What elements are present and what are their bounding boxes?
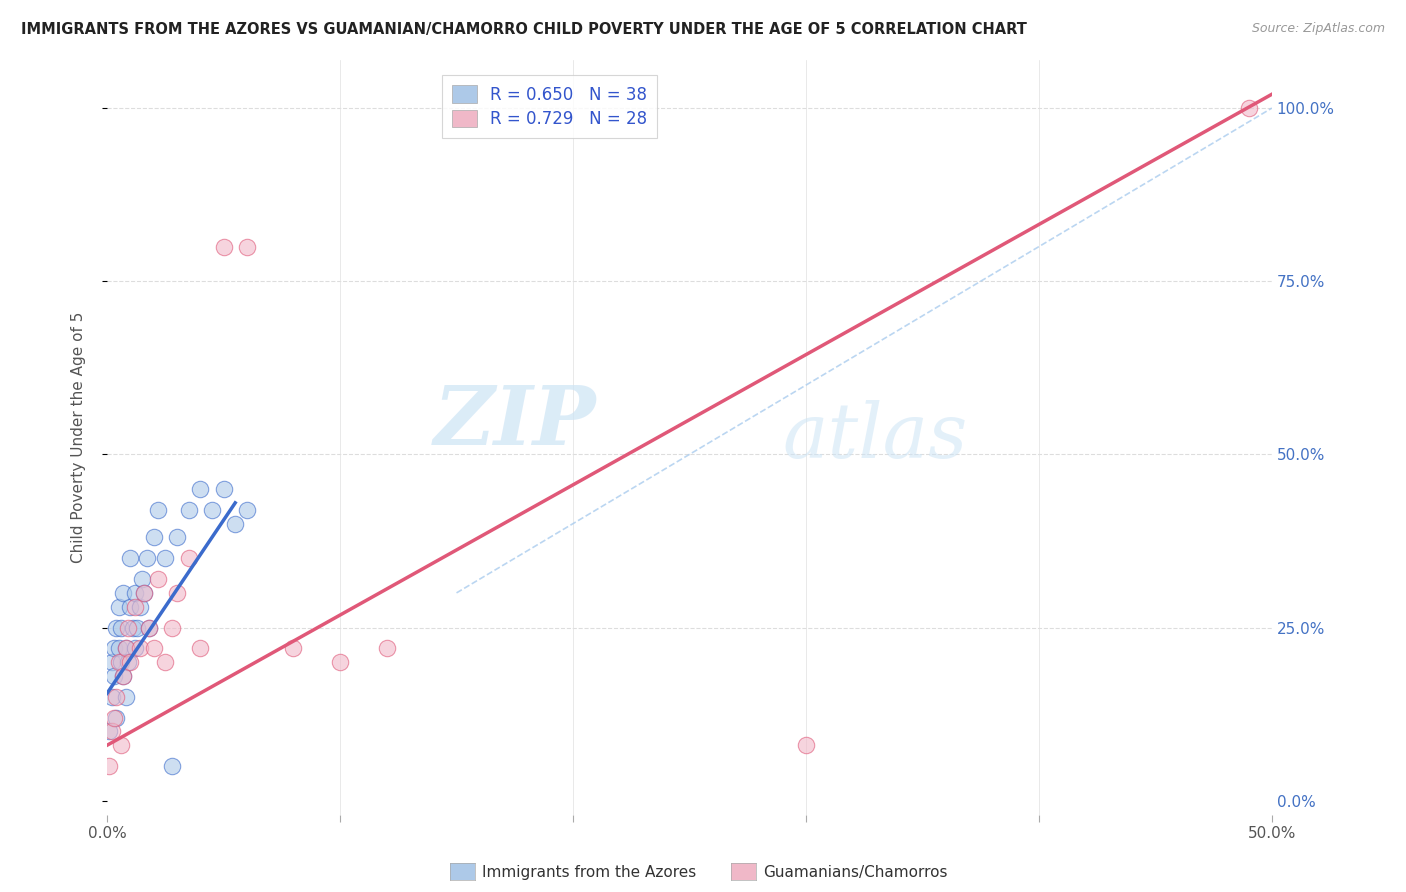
Point [188, 641, 211, 656]
Text: ZIP: ZIP [433, 382, 596, 462]
Point [134, 586, 156, 600]
Point [124, 586, 146, 600]
Text: Immigrants from the Azores: Immigrants from the Azores [482, 865, 696, 880]
Point [124, 599, 146, 614]
Point [162, 620, 184, 634]
Point [134, 586, 156, 600]
Point [120, 655, 142, 669]
Point [98, 724, 121, 739]
Point [105, 620, 128, 634]
Point [177, 503, 200, 517]
Point [117, 655, 139, 669]
Text: IMMIGRANTS FROM THE AZORES VS GUAMANIAN/CHAMORRO CHILD POVERTY UNDER THE AGE OF : IMMIGRANTS FROM THE AZORES VS GUAMANIAN/… [21, 22, 1026, 37]
Point [166, 531, 188, 545]
Point [100, 655, 122, 669]
Point [155, 655, 177, 669]
Point [212, 239, 235, 253]
Point [177, 551, 200, 566]
Point [375, 641, 398, 656]
Point [110, 655, 132, 669]
Point [105, 690, 128, 704]
Point [162, 759, 184, 773]
Point [224, 516, 246, 531]
Text: Guamanians/Chamorros: Guamanians/Chamorros [763, 865, 948, 880]
Point [188, 482, 211, 496]
Point [166, 586, 188, 600]
Y-axis label: Child Poverty Under the Age of 5: Child Poverty Under the Age of 5 [72, 311, 86, 563]
Point [103, 669, 125, 683]
Point [103, 641, 125, 656]
Point [110, 738, 132, 752]
Point [283, 641, 305, 656]
Point [148, 503, 170, 517]
Text: atlas: atlas [783, 400, 969, 474]
Point [236, 239, 259, 253]
Point [112, 586, 135, 600]
Point [212, 482, 235, 496]
Text: Source: ZipAtlas.com: Source: ZipAtlas.com [1251, 22, 1385, 36]
Point [155, 551, 177, 566]
Point [138, 620, 160, 634]
Point [114, 641, 136, 656]
Point [329, 655, 352, 669]
Point [107, 599, 129, 614]
Point [107, 641, 129, 656]
Point [201, 503, 224, 517]
Point [142, 531, 165, 545]
Point [98, 759, 121, 773]
Point [794, 738, 817, 752]
Point [138, 620, 160, 634]
Point [100, 690, 122, 704]
Point [127, 620, 149, 634]
Point [120, 599, 142, 614]
Point [135, 551, 157, 566]
Point [128, 599, 150, 614]
Point [112, 669, 135, 683]
Point [1237, 101, 1260, 115]
Point [103, 710, 125, 724]
Point [107, 655, 129, 669]
Legend: R = 0.650   N = 38, R = 0.729   N = 28: R = 0.650 N = 38, R = 0.729 N = 28 [441, 76, 658, 138]
Point [131, 572, 153, 586]
Point [110, 620, 132, 634]
Point [112, 669, 135, 683]
Point [100, 724, 122, 739]
Point [128, 641, 150, 656]
Point [124, 641, 146, 656]
Point [117, 620, 139, 634]
Point [114, 690, 136, 704]
Point [142, 641, 165, 656]
Point [121, 620, 143, 634]
Point [120, 551, 142, 566]
Point [236, 503, 259, 517]
Point [114, 641, 136, 656]
Point [148, 572, 170, 586]
Point [105, 710, 128, 724]
